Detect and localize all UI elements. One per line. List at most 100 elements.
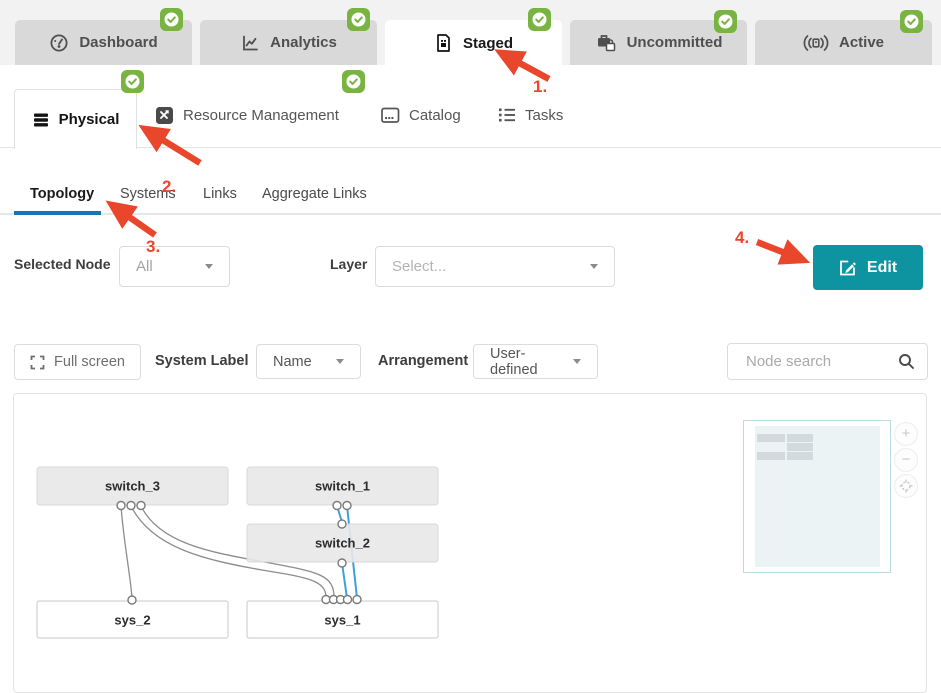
chevron-down-icon xyxy=(205,264,213,269)
tab-physical[interactable]: Physical xyxy=(14,89,137,149)
tab-catalog-label: Catalog xyxy=(409,106,461,124)
system-nodes[interactable] xyxy=(36,600,439,639)
tab-catalog[interactable]: Catalog xyxy=(381,98,461,132)
node-label: switch_3 xyxy=(105,479,160,494)
check-icon xyxy=(351,12,366,27)
tab-resource-management[interactable]: Resource Management xyxy=(155,98,339,132)
tab-systems[interactable]: Systems xyxy=(120,186,176,202)
check-icon xyxy=(904,14,919,29)
tab-physical-label: Physical xyxy=(58,111,120,128)
annotation-label-1: 1. xyxy=(533,77,547,96)
task-list-icon xyxy=(499,108,515,122)
layer-placeholder: Select... xyxy=(392,258,447,275)
minimap-node xyxy=(757,452,785,460)
zoom-out-button[interactable]: − xyxy=(894,448,918,472)
fullscreen-button[interactable]: Full screen xyxy=(14,344,141,380)
tab-tasks[interactable]: Tasks xyxy=(498,98,563,132)
edit-button-label: Edit xyxy=(866,258,898,276)
node-label: sys_1 xyxy=(324,613,360,628)
tab-staged-label: Staged xyxy=(462,34,513,52)
staged-check-badge xyxy=(528,8,551,31)
physical-check-badge xyxy=(121,70,144,93)
active-tab-underline xyxy=(14,211,101,215)
tab-links[interactable]: Links xyxy=(203,186,237,202)
node-label: switch_2 xyxy=(315,536,370,551)
dashboard-check-badge xyxy=(160,8,183,31)
tab-dashboard-label: Dashboard xyxy=(79,34,158,51)
tab-systems-label: Systems xyxy=(120,186,176,202)
chevron-down-icon xyxy=(573,359,581,364)
minimap-node xyxy=(757,434,785,442)
system-label-value: Name xyxy=(273,353,312,370)
selected-node-dropdown[interactable]: All xyxy=(119,246,230,287)
gauge-icon xyxy=(50,34,68,51)
switch-nodes[interactable] xyxy=(36,466,439,563)
document-icon xyxy=(437,34,450,52)
analytics-check-badge xyxy=(347,8,370,31)
minimap-node xyxy=(787,443,813,451)
search-icon[interactable] xyxy=(898,353,915,370)
server-stack-icon xyxy=(33,113,48,126)
minimap[interactable] xyxy=(743,420,891,573)
check-icon xyxy=(346,74,361,89)
layer-label: Layer xyxy=(330,256,368,272)
link-switch2-sys1[interactable] xyxy=(341,562,348,599)
tab-resource-management-label: Resource Management xyxy=(183,106,339,124)
tab-topology[interactable]: Topology xyxy=(30,186,94,202)
locate-button[interactable] xyxy=(894,474,918,498)
minus-icon: − xyxy=(901,451,911,468)
tab-links-label: Links xyxy=(203,186,237,202)
annotation-arrow-3 xyxy=(105,200,157,238)
fullscreen-button-label: Full screen xyxy=(54,354,125,370)
line-chart-icon xyxy=(243,35,259,50)
annotation-arrow-2 xyxy=(138,124,202,166)
section-tab-divider xyxy=(0,147,941,148)
resource-x-icon xyxy=(156,106,173,124)
tab-topology-label: Topology xyxy=(30,186,95,202)
uncommitted-check-badge xyxy=(714,10,737,33)
zoom-in-button[interactable]: + xyxy=(894,422,918,446)
topology-canvas[interactable]: switch_3 switch_1 switch_2 sys_2 sys_1 xyxy=(0,393,941,650)
node-search xyxy=(727,343,928,380)
target-icon xyxy=(899,479,913,493)
port-circles[interactable] xyxy=(116,500,362,605)
selected-node-value: All xyxy=(136,258,153,275)
arrangement-value: User-defined xyxy=(490,345,538,378)
annotation-label-4: 4. xyxy=(735,228,749,247)
link-switch3-sys1-a[interactable] xyxy=(130,505,327,598)
check-icon xyxy=(532,12,547,27)
node-label: switch_1 xyxy=(315,479,370,494)
plus-icon: + xyxy=(901,425,911,442)
resource-check-badge xyxy=(342,70,365,93)
system-label-dropdown[interactable]: Name xyxy=(256,344,361,379)
layer-dropdown[interactable]: Select... xyxy=(375,246,615,287)
expand-corners-icon xyxy=(30,355,45,369)
node-label: sys_2 xyxy=(114,613,150,628)
node-search-input[interactable] xyxy=(744,352,898,371)
arrangement-dropdown[interactable]: User-defined xyxy=(473,344,598,379)
catalog-card-icon xyxy=(381,107,400,123)
broadcast-icon xyxy=(803,34,829,51)
system-label: System Label xyxy=(155,353,249,369)
arrangement-label: Arrangement xyxy=(378,353,469,369)
check-icon xyxy=(164,12,179,27)
minimap-viewport[interactable] xyxy=(755,426,880,567)
tab-active-label: Active xyxy=(838,34,885,51)
edit-button[interactable]: Edit xyxy=(813,245,923,290)
pencil-square-icon xyxy=(839,260,856,275)
tab-analytics-label: Analytics xyxy=(270,34,337,51)
tab-tasks-label: Tasks xyxy=(525,106,564,124)
check-icon xyxy=(125,74,140,89)
chevron-down-icon xyxy=(590,264,598,269)
minimap-node xyxy=(787,434,813,442)
annotation-arrow-4 xyxy=(755,238,811,265)
tab-aggregate-links-label: Aggregate Links xyxy=(262,186,367,202)
briefcase-lock-icon xyxy=(597,35,615,52)
tab-uncommitted-label: Uncommitted xyxy=(626,34,723,51)
selected-node-label: Selected Node xyxy=(14,256,111,272)
chevron-down-icon xyxy=(336,359,344,364)
check-icon xyxy=(718,14,733,29)
tab-aggregate-links[interactable]: Aggregate Links xyxy=(262,186,367,202)
active-check-badge xyxy=(900,10,923,33)
link-switch3-sys2[interactable] xyxy=(120,505,133,599)
